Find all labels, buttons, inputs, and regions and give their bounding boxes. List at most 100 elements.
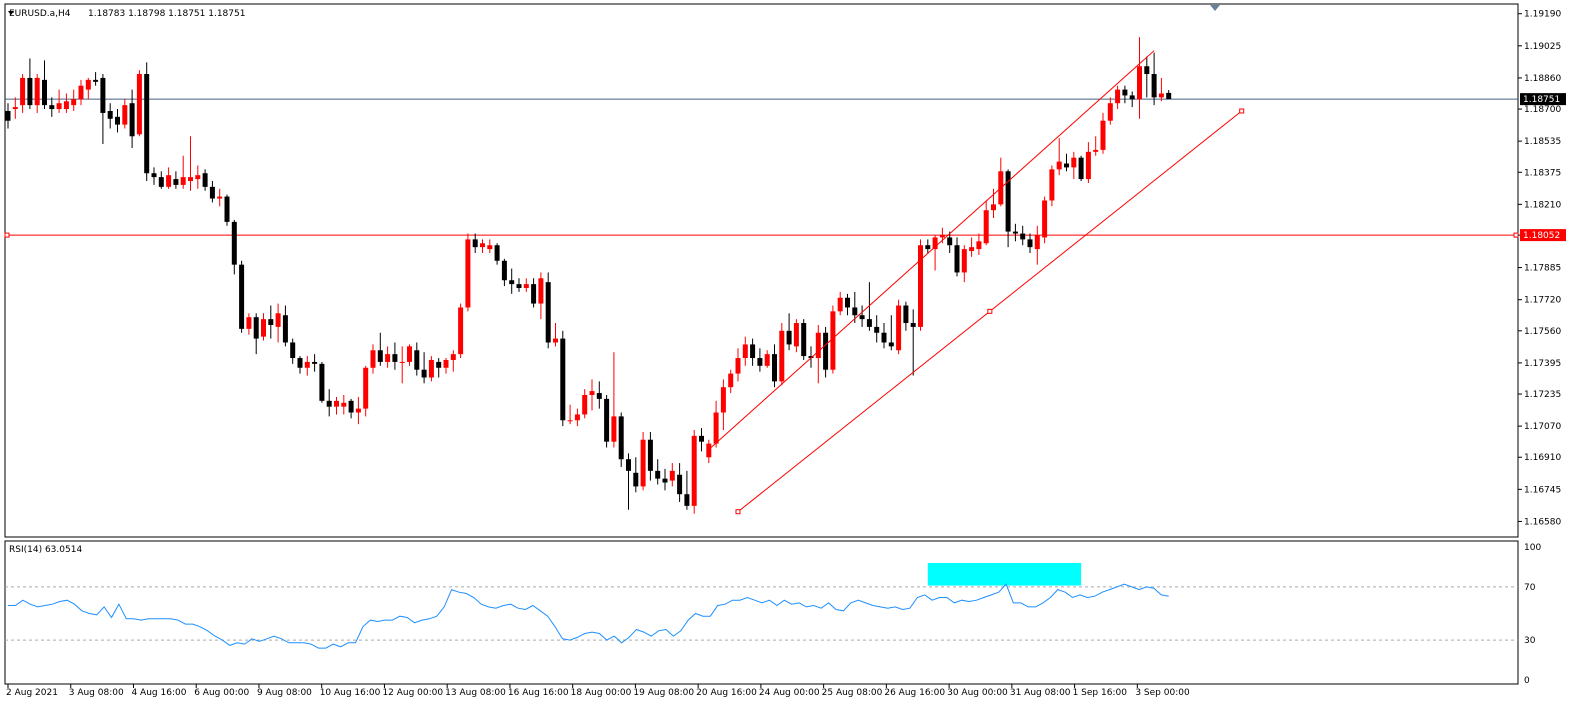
rsi-panel[interactable] — [4, 540, 1519, 685]
candle-body — [1137, 66, 1142, 100]
candle-body — [158, 177, 164, 187]
candle-body — [896, 305, 902, 351]
price-tick-label: 1.19190 — [1524, 10, 1561, 20]
candle-body — [772, 354, 777, 382]
candle-body — [1158, 93, 1164, 98]
candle-body — [231, 221, 237, 265]
candle-body — [969, 247, 975, 252]
candle-body — [1049, 169, 1055, 201]
candle-body — [523, 284, 529, 289]
candle-body — [947, 237, 953, 246]
candle-body — [115, 116, 120, 125]
time-tick-label: 3 Sep 00:00 — [1135, 688, 1190, 698]
symbol-dropdown-icon[interactable] — [8, 11, 14, 15]
candle-body — [392, 354, 398, 362]
candle-body — [859, 315, 865, 320]
candle-body — [480, 243, 485, 248]
candle-body — [793, 323, 799, 347]
candle-body — [144, 74, 150, 174]
chart-shift-icon[interactable] — [1210, 5, 1220, 11]
candle-body — [1144, 66, 1150, 75]
candle-body — [173, 179, 179, 185]
candle-body — [377, 350, 383, 362]
candle-body — [589, 391, 595, 395]
time-tick-label: 30 Aug 00:00 — [947, 688, 1008, 698]
trendline-handle[interactable] — [735, 509, 741, 515]
symbol-label: EURUSD.a,H4 — [9, 9, 71, 19]
candle-body — [71, 99, 77, 106]
candle-body — [596, 393, 602, 399]
candle-body — [618, 416, 624, 460]
candle-body — [845, 297, 850, 308]
candle-body — [516, 284, 522, 289]
candle-body — [202, 173, 208, 187]
candle-body — [713, 412, 719, 444]
candle-body — [246, 317, 252, 329]
time-tick-label: 10 Aug 16:00 — [320, 688, 381, 698]
candle-body — [166, 175, 172, 187]
candle-body — [866, 319, 872, 327]
candle-body — [1064, 163, 1069, 168]
hline-handle-left[interactable] — [4, 232, 10, 238]
candle-body — [282, 315, 288, 343]
candle-body — [34, 77, 40, 106]
rsi-tick-label: 70 — [1524, 583, 1536, 593]
candle-body — [1056, 161, 1062, 170]
price-tick-label: 1.16580 — [1524, 517, 1561, 527]
rsi-tick-label: 100 — [1524, 543, 1541, 553]
candle-body — [626, 459, 631, 471]
candle-body — [217, 196, 223, 199]
time-tick-label: 16 Aug 16:00 — [508, 688, 569, 698]
rsi-highlight-box[interactable] — [927, 562, 1082, 586]
candle-body — [735, 358, 741, 374]
candle-body — [1005, 171, 1011, 232]
candle-body — [837, 297, 843, 312]
time-tick-label: 12 Aug 00:00 — [382, 688, 443, 698]
time-tick-label: 31 Aug 08:00 — [1010, 688, 1071, 698]
candle-body — [779, 330, 785, 382]
candle-body — [129, 103, 135, 137]
candle-body — [1093, 149, 1099, 152]
candle-body — [136, 74, 142, 135]
candle-body — [567, 420, 573, 422]
candle-body — [808, 356, 814, 359]
candle-body — [319, 363, 325, 401]
channel-trendline[interactable] — [708, 50, 1155, 450]
time-tick-label: 3 Aug 08:00 — [69, 688, 124, 698]
price-tick-label: 1.19025 — [1524, 42, 1561, 52]
candle-body — [290, 342, 296, 359]
candle-body — [574, 414, 580, 421]
candle-body — [1078, 157, 1084, 180]
candle-body — [560, 338, 566, 421]
price-series — [4, 37, 1519, 515]
candle-body — [830, 311, 836, 370]
time-tick-label: 26 Aug 16:00 — [884, 688, 945, 698]
candle-body — [1122, 89, 1128, 96]
candle-body — [669, 470, 675, 481]
candle-body — [881, 332, 887, 343]
candle-body — [348, 400, 354, 413]
candle-body — [312, 361, 318, 364]
candle-body — [750, 344, 756, 359]
ohlc-label: 1.18783 1.18798 1.18751 1.18751 — [88, 9, 245, 19]
current-price-tag — [1520, 93, 1566, 106]
candle-body — [1107, 103, 1113, 121]
price-tick-label: 1.17720 — [1524, 296, 1561, 306]
candle-body — [27, 77, 33, 106]
trendline-handle[interactable] — [987, 308, 993, 314]
candle-body — [1085, 151, 1091, 180]
price-panel[interactable] — [4, 3, 1519, 538]
candle-body — [5, 110, 11, 121]
candle-body — [852, 307, 858, 316]
candle-body — [1166, 92, 1172, 100]
candle-body — [918, 245, 923, 327]
candle-body — [1042, 200, 1048, 238]
trendline-handle[interactable] — [1239, 108, 1245, 114]
candle-body — [20, 77, 26, 106]
candle-body — [180, 177, 186, 185]
hline-handle-right[interactable] — [1513, 232, 1519, 238]
candle-body — [385, 354, 391, 362]
candle-body — [209, 186, 215, 199]
